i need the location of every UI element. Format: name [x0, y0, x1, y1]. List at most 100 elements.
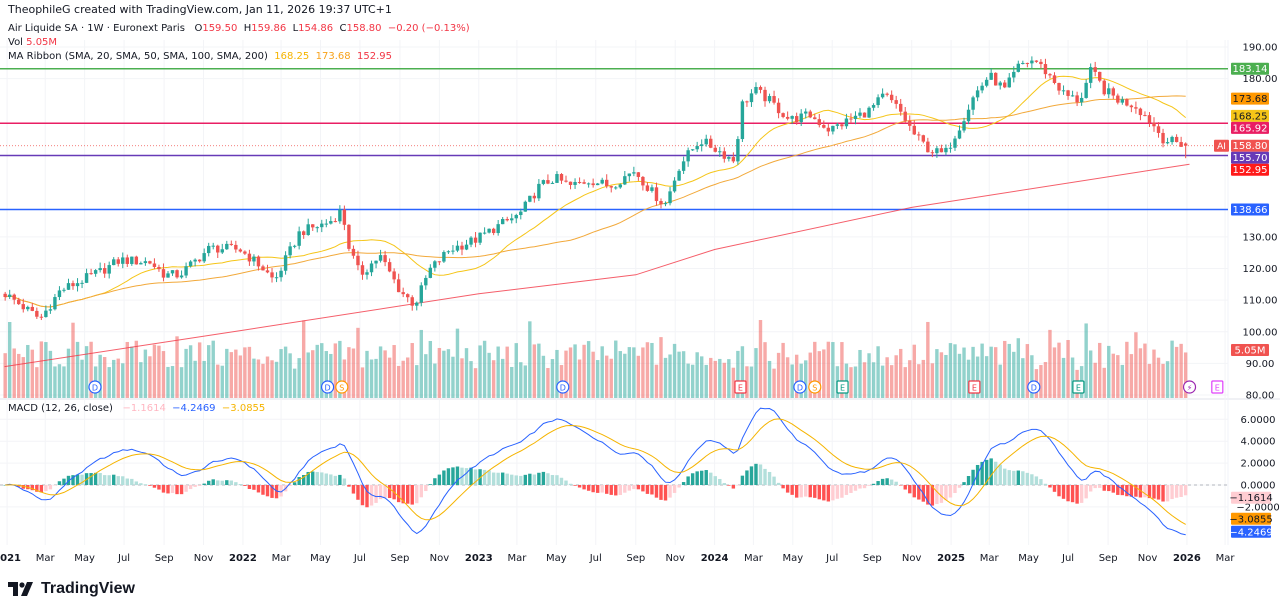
- candle: [30, 302, 35, 312]
- candle: [406, 293, 410, 303]
- volume-bar: [962, 347, 966, 398]
- ma-ribbon-label[interactable]: MA Ribbon (SMA, 20, SMA, 50, SMA, 100, S…: [8, 51, 268, 62]
- candle: [415, 301, 419, 311]
- time-axis-label: Jul: [1061, 553, 1074, 564]
- candle: [971, 95, 975, 116]
- candle: [216, 244, 220, 259]
- macd-tag: −4.2469: [1229, 525, 1273, 538]
- volume-bar: [894, 355, 898, 398]
- event-marker-d[interactable]: D: [556, 380, 570, 394]
- volume-label[interactable]: Vol: [8, 37, 23, 48]
- low-label: L: [292, 23, 299, 34]
- macd-histogram-bar: [672, 485, 677, 493]
- macd-histogram-bar: [568, 483, 573, 485]
- candle: [220, 243, 224, 255]
- event-marker-d[interactable]: D: [1027, 380, 1041, 394]
- macd-histogram-bar: [998, 464, 1002, 485]
- candle: [672, 177, 677, 193]
- volume-bar: [75, 341, 80, 398]
- candle-body: [559, 174, 564, 181]
- candle: [871, 103, 876, 111]
- candle-body: [415, 302, 419, 306]
- volume-bar: [369, 359, 374, 398]
- event-marker-e-future[interactable]: E: [1211, 380, 1224, 394]
- volume-bar: [917, 364, 921, 398]
- time-axis-label: Mar: [272, 553, 292, 564]
- volume-bar: [614, 340, 618, 398]
- candle-body: [993, 72, 998, 86]
- candle-body: [695, 146, 699, 150]
- event-marker-e-green[interactable]: E: [836, 380, 849, 394]
- macd-histogram-bar: [1061, 485, 1066, 499]
- time-axis-label: Sep: [391, 553, 410, 564]
- candle: [487, 228, 491, 234]
- volume-bar: [496, 346, 500, 398]
- event-marker-e-red[interactable]: E: [968, 380, 981, 394]
- macd-histogram-bar: [433, 478, 437, 485]
- event-marker-flash[interactable]: ⚡: [1182, 380, 1197, 394]
- candle-body: [134, 256, 139, 265]
- candle: [1107, 83, 1111, 99]
- price-chart[interactable]: 2021 Mar May Jul Sep Nov 2022 Mar May Jul Sep Nov 20…: [0, 0, 1280, 575]
- symbol-title[interactable]: Air Liquide SA · 1W · Euronext Paris: [8, 23, 185, 34]
- candle-body: [618, 184, 622, 188]
- volume-bar: [980, 343, 984, 398]
- candle: [758, 85, 763, 94]
- volume-row: Vol 5.05M: [8, 36, 470, 50]
- event-marker-d[interactable]: D: [88, 380, 102, 394]
- candle-body: [772, 96, 776, 103]
- macd-histogram-bar: [899, 485, 903, 486]
- event-marker-s[interactable]: S: [808, 380, 822, 394]
- macd-label[interactable]: MACD (12, 26, close): [8, 403, 113, 414]
- candle: [632, 166, 636, 177]
- candle: [577, 177, 582, 184]
- event-marker-d[interactable]: D: [793, 380, 807, 394]
- candle: [722, 147, 727, 163]
- macd-histogram-bar: [1138, 485, 1143, 498]
- volume-bar: [1043, 362, 1048, 398]
- candle-body: [926, 141, 930, 153]
- macd-axis-label: 6.0000: [1241, 415, 1276, 426]
- macd-histogram-bar: [763, 468, 767, 485]
- candle-body: [125, 257, 129, 264]
- candle-body: [152, 263, 157, 267]
- event-marker-e-red[interactable]: E: [734, 380, 747, 394]
- volume-bar: [867, 353, 871, 398]
- volume-bar: [121, 363, 125, 398]
- event-marker-e-green[interactable]: E: [1072, 380, 1085, 394]
- volume-bar: [202, 360, 206, 398]
- macd-histogram-bar: [21, 485, 25, 489]
- volume-bar: [478, 345, 482, 398]
- event-marker-s[interactable]: S: [335, 380, 349, 394]
- candle-body: [1129, 105, 1134, 108]
- volume-bar: [858, 349, 862, 398]
- volume-bar: [30, 349, 35, 398]
- volume-bar: [315, 344, 319, 398]
- candle-body: [899, 103, 903, 112]
- volume-bar: [297, 358, 301, 398]
- event-marker-d[interactable]: D: [320, 380, 335, 394]
- price-tag-bg: [1231, 151, 1269, 164]
- macd-histogram-bar: [1147, 485, 1152, 499]
- candle: [953, 135, 957, 151]
- event-circle: [1027, 380, 1041, 394]
- candle: [211, 242, 215, 250]
- candle-body: [663, 203, 668, 205]
- macd-histogram-bar: [1120, 485, 1125, 496]
- volume-bar: [148, 356, 152, 398]
- tradingview-logo[interactable]: TradingView: [8, 580, 135, 598]
- time-axis-label: Mar: [744, 553, 764, 564]
- volume-bar: [831, 342, 835, 398]
- macd-histogram-bar: [871, 483, 876, 485]
- candle: [962, 117, 966, 133]
- volume-bar: [785, 357, 790, 398]
- macd-histogram-bar: [1156, 485, 1161, 500]
- macd-histogram-bar: [668, 485, 672, 498]
- candle-body: [532, 195, 537, 199]
- candle-body: [220, 249, 224, 253]
- candle-body: [26, 306, 30, 310]
- price-axis-label: 130.00: [1243, 232, 1278, 243]
- macd-histogram-bar: [1134, 485, 1138, 497]
- macd-histogram-bar: [148, 485, 152, 486]
- candle-body: [7, 294, 12, 298]
